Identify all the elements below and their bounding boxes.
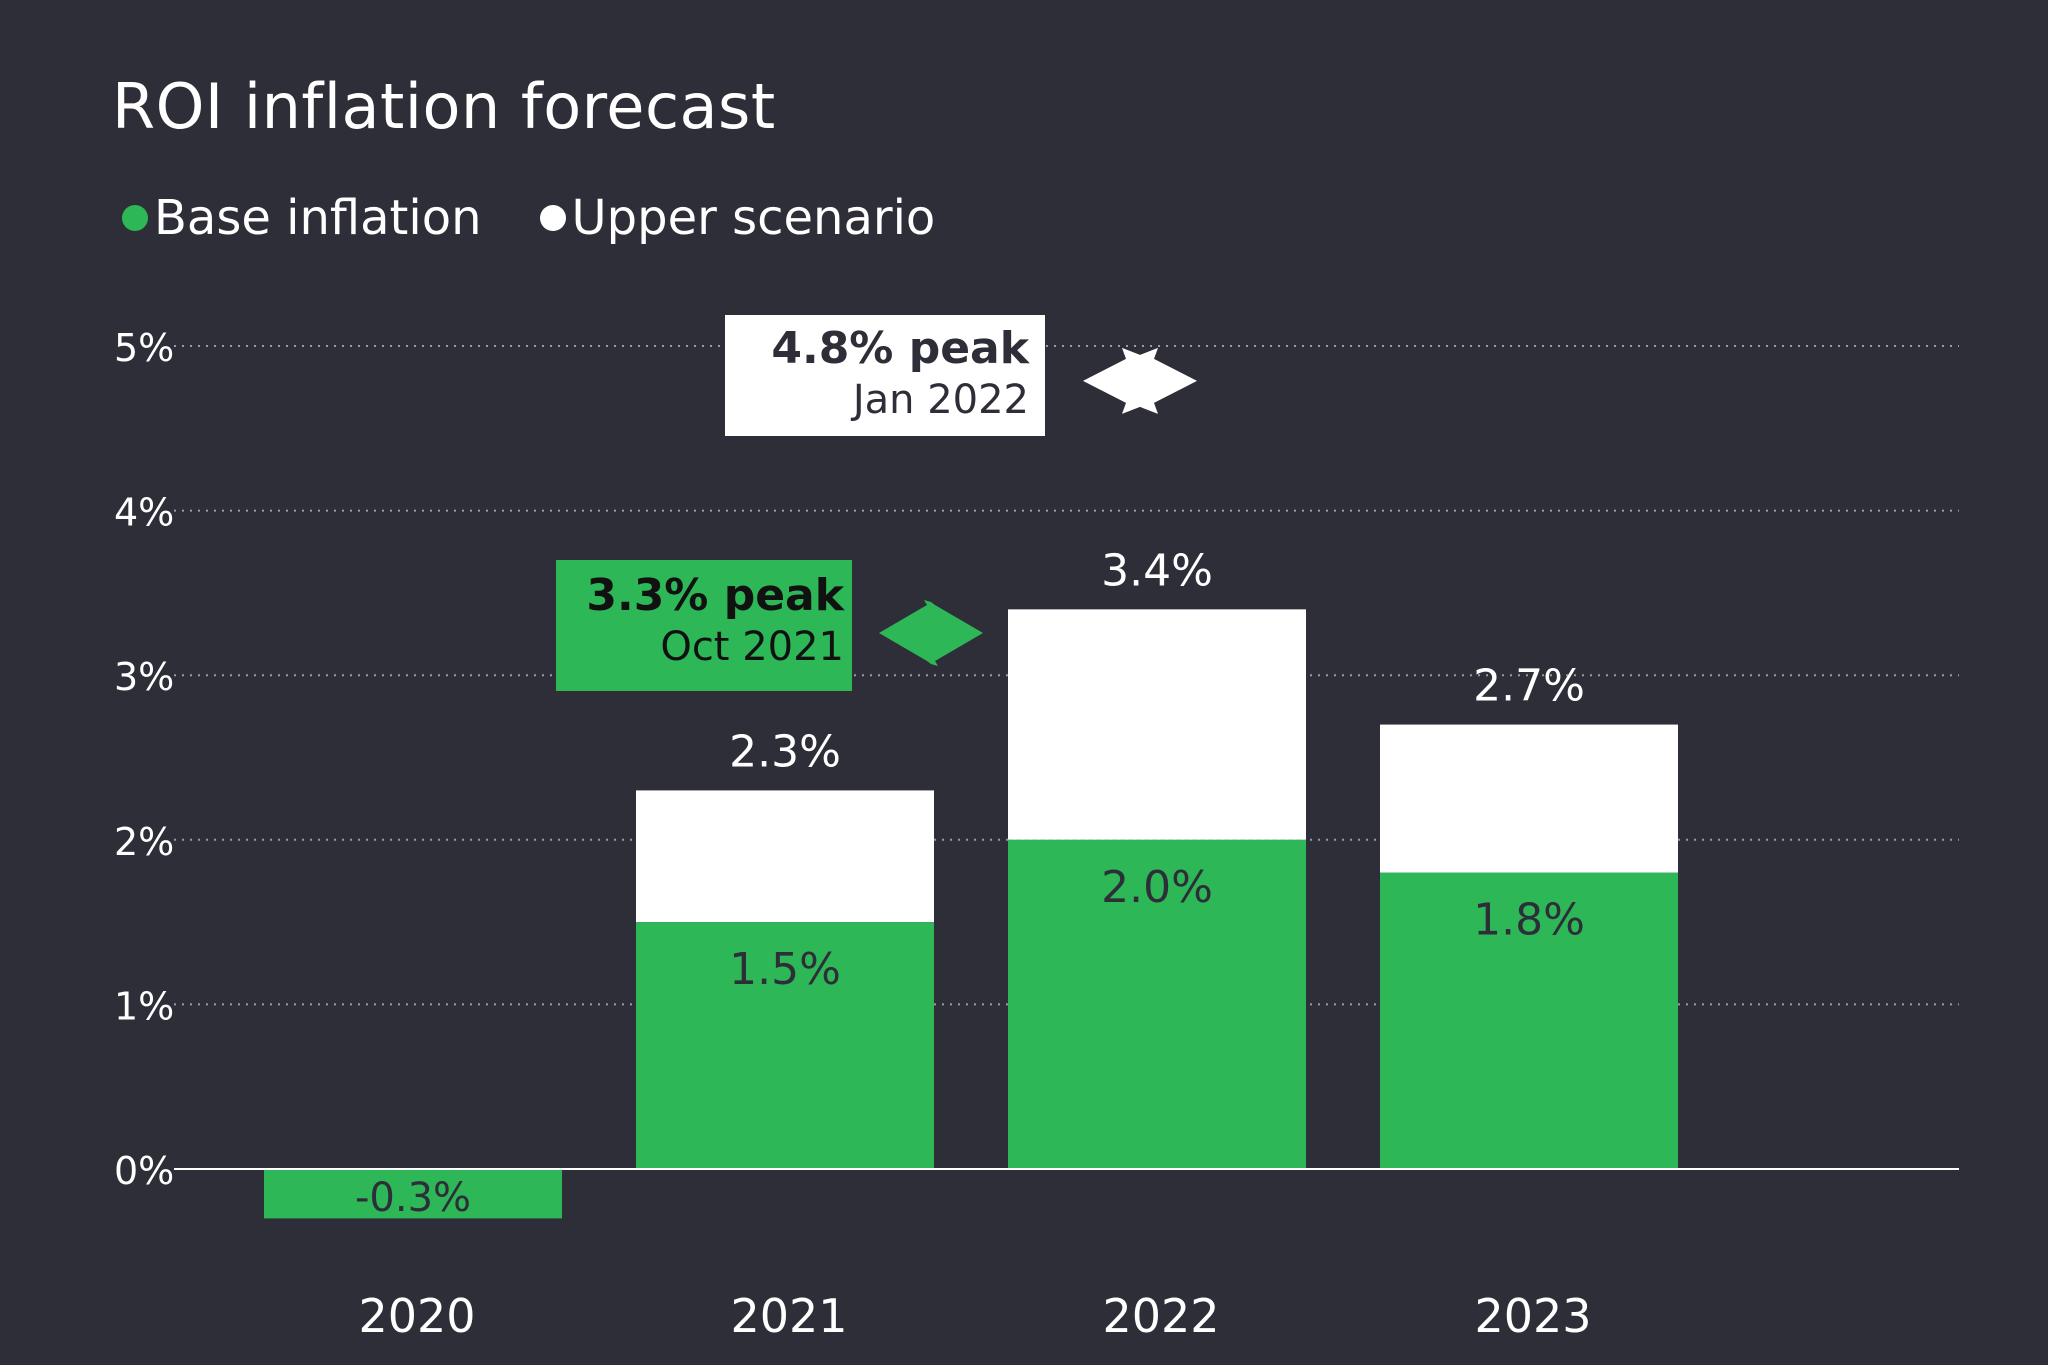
bar-base-inflation <box>1380 872 1678 1169</box>
annotation-base-date: Oct 2021 <box>660 624 844 670</box>
bar-base-inflation <box>1008 839 1306 1169</box>
annotation-upper-peak: 4.8% peak Jan 2022 <box>725 315 1045 436</box>
legend-item-base: Base inflation <box>122 190 482 246</box>
x-tick-label: 2021 <box>730 1289 847 1343</box>
legend-swatch-upper <box>539 205 566 231</box>
legend-swatch-base <box>122 205 148 231</box>
x-tick-label: 2022 <box>1102 1289 1219 1343</box>
annotation-base-headline: 3.3% peak <box>586 570 844 621</box>
data-label-upper: 3.4% <box>1101 545 1213 596</box>
data-label-base: 1.8% <box>1473 895 1585 946</box>
bar-upper-scenario <box>636 790 934 923</box>
bar-upper-scenario <box>1008 609 1306 840</box>
data-label-base: 2.0% <box>1101 862 1213 913</box>
y-tick-label: 3% <box>114 655 174 699</box>
legend-item-upper: Upper scenario <box>539 190 936 246</box>
annotation-base-peak: 3.3% peak Oct 2021 <box>556 560 852 691</box>
data-label-base: -0.3% <box>355 1175 471 1221</box>
y-tick-label: 1% <box>114 984 174 1028</box>
data-label-base: 1.5% <box>729 944 841 995</box>
data-label-upper: 2.3% <box>729 726 841 777</box>
y-tick-label: 0% <box>114 1149 174 1193</box>
annotation-upper-date: Jan 2022 <box>852 377 1029 423</box>
x-tick-label: 2020 <box>358 1289 475 1343</box>
y-tick-label: 2% <box>114 820 174 864</box>
legend-label-upper: Upper scenario <box>571 190 936 246</box>
legend: Base inflation Upper scenario <box>122 190 993 246</box>
y-tick-label: 4% <box>114 491 174 535</box>
chart-title: ROI inflation forecast <box>112 70 776 143</box>
x-tick-label: 2023 <box>1474 1289 1591 1343</box>
bar-base-inflation <box>264 1169 562 1219</box>
annotation-upper-headline: 4.8% peak <box>771 323 1029 374</box>
peak-marker-upper-icon <box>1083 347 1197 414</box>
bar-upper-scenario <box>1380 724 1678 873</box>
y-tick-label: 5% <box>114 326 174 370</box>
peak-marker-base-icon <box>879 600 983 666</box>
data-label-upper: 2.7% <box>1473 661 1585 712</box>
bar-base-inflation <box>636 922 934 1169</box>
legend-label-base: Base inflation <box>154 190 482 246</box>
